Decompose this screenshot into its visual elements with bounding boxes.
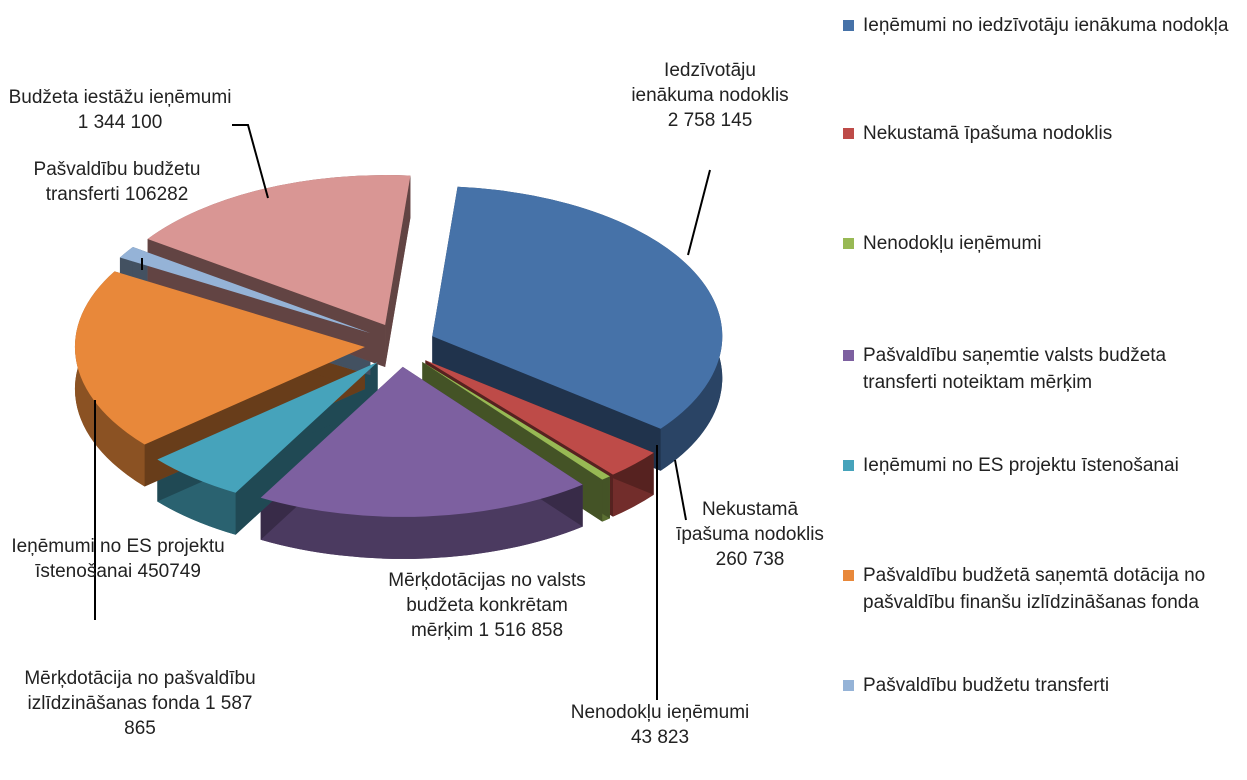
data-label: Pašvaldību budžetu transferti 106282 [2, 157, 232, 207]
legend-swatch [843, 460, 854, 471]
legend-label: Nenodokļu ieņēmumi [863, 233, 1042, 254]
legend-label: Pašvaldību budžetu transferti [863, 675, 1110, 696]
legend-label: Pašvaldību saņemtie valsts budžeta trans… [863, 345, 1167, 393]
leader-line [687, 169, 711, 256]
data-label-name: Ieņēmumi no ES projektu īstenošanai [11, 536, 225, 582]
pie-tops [74, 175, 723, 517]
data-label-value: 1 587 865 [124, 693, 253, 739]
legend-swatch [843, 20, 854, 31]
slice-edge [147, 238, 386, 368]
legend-swatch [843, 238, 854, 249]
legend-item: Pašvaldību saņemtie valsts budžeta trans… [843, 342, 1243, 396]
legend-label: Pašvaldību budžetā saņemtā dotācija no p… [863, 565, 1206, 613]
slice [147, 175, 411, 326]
legend-item: Pašvaldību budžetā saņemtā dotācija no p… [843, 562, 1243, 616]
data-label: Budžeta iestāžu ieņēmumi 1 344 100 [5, 85, 235, 135]
data-label-value: 43 823 [630, 727, 690, 748]
data-label-value: 260 738 [715, 549, 785, 570]
data-label-name: Nenodokļu ieņēmumi [570, 702, 750, 723]
legend-item: Ieņēmumi no ES projektu īstenošanai [843, 452, 1243, 479]
slice [432, 186, 723, 429]
legend-label: Ieņēmumi no ES projektu īstenošanai [863, 455, 1179, 476]
slice [119, 247, 371, 334]
data-label-value: 106282 [124, 184, 189, 205]
data-label: Mērķdotācija no pašvaldību izlīdzināšana… [20, 666, 260, 741]
slice [74, 271, 365, 445]
data-label-value: 1 516 858 [478, 620, 564, 641]
data-label-name: Mērķdotācija no pašvaldību izlīdzināšana… [24, 668, 256, 714]
slice [157, 362, 378, 493]
slice [425, 360, 654, 475]
legend-swatch [843, 570, 854, 581]
data-label: Mērķdotācijas no valsts budžeta konkrēta… [377, 568, 597, 643]
data-label-name: Mērķdotācijas no valsts budžeta konkrēta… [388, 570, 586, 641]
data-label-value: 1 344 100 [77, 112, 163, 133]
slice [260, 366, 583, 517]
data-label: Ieņēmumi no ES projektu īstenošanai 4507… [8, 534, 228, 584]
data-label-name: Budžeta iestāžu ieņēmumi [8, 87, 232, 108]
data-label-value: 450749 [137, 561, 201, 582]
legend-swatch [843, 680, 854, 691]
slice-edge [385, 175, 411, 368]
data-label-value: 2 758 145 [667, 110, 753, 131]
slice-side [260, 484, 583, 559]
data-label-name: Nekustamā īpašuma nodoklis [676, 499, 824, 545]
leader-lines [94, 124, 711, 700]
pie-area [74, 124, 723, 700]
legend-swatch [843, 350, 854, 361]
data-label: Iedzīvotāju ienākuma nodoklis 2 758 145 [630, 58, 790, 133]
data-label: Nenodokļu ieņēmumi 43 823 [560, 700, 760, 750]
leader-line [232, 124, 269, 199]
legend-label: Ieņēmumi no iedzīvotāju ienākuma nodokļa [863, 15, 1229, 36]
legend-swatch [843, 128, 854, 139]
slice [422, 362, 610, 480]
legend-item: Nekustamā īpašuma nodoklis [843, 120, 1243, 147]
legend-item: Ieņēmumi no iedzīvotāju ienākuma nodokļa [843, 12, 1243, 39]
data-label-name: Iedzīvotāju ienākuma nodoklis [631, 60, 789, 106]
data-label-name: Pašvaldību budžetu transferti [33, 159, 201, 205]
leader-line [674, 459, 687, 521]
data-label: Nekustamā īpašuma nodoklis 260 738 [675, 497, 825, 572]
legend-label: Nekustamā īpašuma nodoklis [863, 123, 1113, 144]
legend-item: Nenodokļu ieņēmumi [843, 230, 1243, 257]
legend-item: Pašvaldību budžetu transferti [843, 672, 1243, 699]
